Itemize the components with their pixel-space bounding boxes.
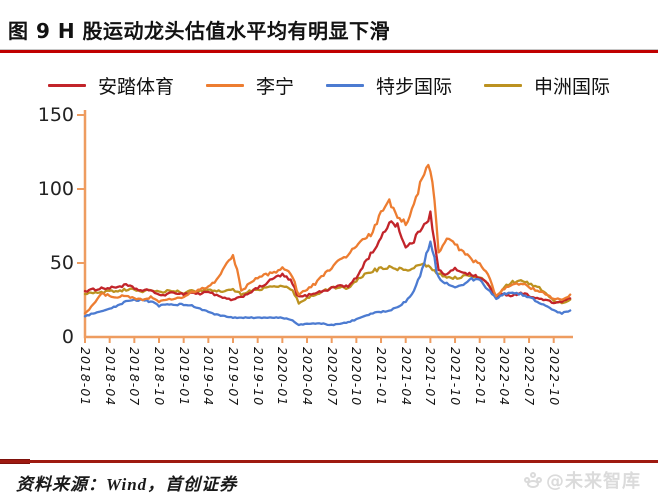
y-tick-label: 0 <box>61 326 74 348</box>
x-tick-label: 2020-01 <box>275 347 291 407</box>
legend-marker-icon <box>205 84 244 87</box>
x-tick-label: 2018-07 <box>127 347 143 407</box>
legend-marker-icon <box>47 84 86 87</box>
x-tick-label: 2019-10 <box>250 347 266 407</box>
watermark: @未来智库 <box>524 467 641 493</box>
x-tick-label: 2018-04 <box>102 347 118 407</box>
x-tick-label: 2021-01 <box>374 347 390 407</box>
y-tick-label: 150 <box>37 104 74 126</box>
x-tick-label: 2019-04 <box>201 347 217 407</box>
footer-rule <box>0 460 658 463</box>
x-tick-label: 2020-04 <box>300 347 316 407</box>
x-tick-label: 2019-01 <box>176 347 192 407</box>
title-rule <box>0 50 658 53</box>
legend-label: 特步国际 <box>376 76 453 98</box>
watermark-text: @未来智库 <box>546 471 641 492</box>
x-tick-label: 2021-10 <box>448 347 464 407</box>
legend-marker-icon <box>326 84 364 87</box>
x-tick-label: 2022-07 <box>522 347 538 407</box>
chart-legend: 安踏体育 李宁 特步国际 申洲国际 <box>0 72 658 99</box>
source-note: 资料来源：Wind，首创证券 <box>16 475 238 494</box>
legend-marker-icon <box>484 84 523 87</box>
y-tick-label: 50 <box>49 252 74 274</box>
x-tick-label: 2022-01 <box>472 347 488 407</box>
x-tick-label: 2018-01 <box>78 347 93 407</box>
x-tick-label: 2021-04 <box>398 347 414 407</box>
x-tick-label: 2022-04 <box>497 347 513 407</box>
legend-item-2: 特步国际 <box>310 72 468 99</box>
title-hairline <box>0 49 658 50</box>
x-tick-label: 2018-10 <box>152 347 167 407</box>
x-tick-label: 2020-10 <box>349 347 365 407</box>
figure-title: 图 9 H 股运动龙头估值水平均有明显下滑 <box>8 19 391 43</box>
legend-item-1: 李宁 <box>190 72 310 99</box>
paw-logo-icon <box>524 471 543 489</box>
x-tick-label: 2022-10 <box>546 347 562 407</box>
legend-label: 安踏体育 <box>97 76 174 98</box>
y-tick-label: 100 <box>37 178 74 200</box>
legend-item-3: 申洲国际 <box>468 72 626 99</box>
legend-label: 李宁 <box>255 76 294 98</box>
x-tick-label: 2020-07 <box>324 347 340 407</box>
legend-label: 申洲国际 <box>534 76 611 98</box>
x-tick-label: 2021-07 <box>423 347 439 407</box>
legend-item-0: 安踏体育 <box>32 72 190 99</box>
x-tick-label: 2019-07 <box>226 347 241 407</box>
